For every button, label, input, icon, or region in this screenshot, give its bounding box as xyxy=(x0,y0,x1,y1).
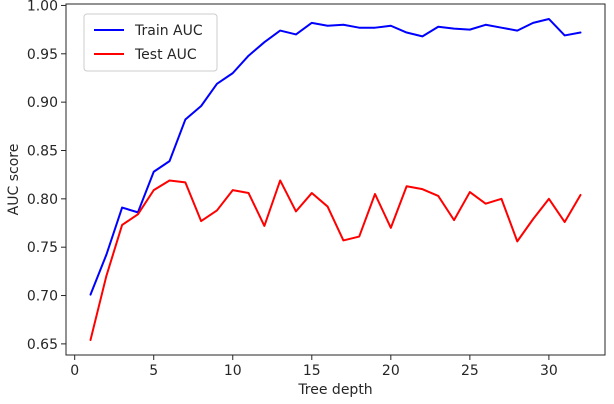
y-tick-label: 0.80 xyxy=(27,192,58,208)
x-tick-label: 20 xyxy=(382,363,400,379)
y-axis-label: AUC score xyxy=(6,144,22,216)
legend: Train AUC Test AUC xyxy=(83,13,218,72)
x-tick-label: 0 xyxy=(70,363,79,379)
y-tick-label: 0.70 xyxy=(27,289,58,305)
y-tick-label: 0.85 xyxy=(27,143,58,159)
x-tick-label: 30 xyxy=(540,363,558,379)
series-line-test-auc xyxy=(89,179,582,342)
y-tick-label: 0.75 xyxy=(27,240,58,256)
x-axis-label: Tree depth xyxy=(297,382,372,398)
x-tick-label: 25 xyxy=(461,363,479,379)
legend-label-test-auc: Test AUC xyxy=(134,47,197,63)
y-tick-label: 0.65 xyxy=(27,337,58,353)
y-tick-label: 0.95 xyxy=(27,47,58,63)
y-tick-label: 0.90 xyxy=(27,95,58,111)
x-tick-label: 5 xyxy=(149,363,158,379)
x-tick-label: 15 xyxy=(303,363,321,379)
plot-frame xyxy=(65,3,606,356)
x-tick-label: 10 xyxy=(224,363,242,379)
legend-label-train-auc: Train AUC xyxy=(134,23,203,39)
y-tick-label: 1.00 xyxy=(27,0,58,14)
series-layer xyxy=(89,17,582,342)
x-axis-ticks: 0 5 10 15 20 25 30 xyxy=(70,355,558,379)
series-line-train-auc xyxy=(89,17,582,296)
legend-box xyxy=(83,13,218,72)
y-axis-ticks: 0.65 0.70 0.75 0.80 0.85 0.90 0.95 1.00 xyxy=(27,0,66,353)
